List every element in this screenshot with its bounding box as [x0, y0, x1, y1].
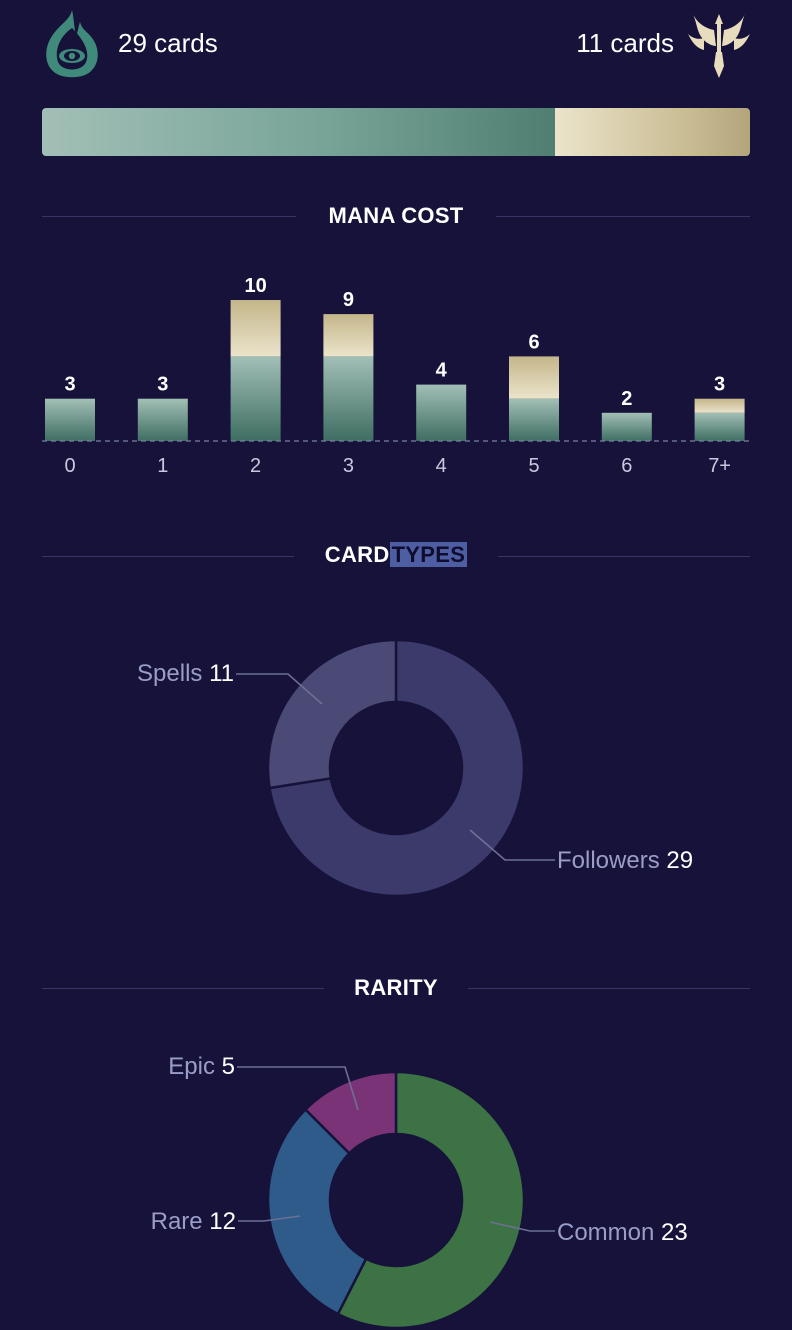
mana-cost-title: MANA COST	[328, 203, 464, 228]
mana-bar-followers	[230, 356, 281, 441]
card-types-slice-followers	[268, 638, 526, 898]
mana-cost-tick-label: 5	[528, 455, 539, 477]
card-types-title: CARDTYPES	[296, 542, 496, 568]
mana-cost-tick-label: 4	[436, 455, 447, 477]
left-region-share	[42, 108, 556, 156]
card-types-slice-spells	[266, 638, 398, 790]
mana-bar-followers	[416, 384, 467, 441]
card-types-title-word: CARD	[324, 542, 390, 567]
mana-bar-followers	[45, 398, 95, 441]
card-types-donut: Followers 29 Spells 11	[137, 638, 693, 898]
mana-bar-spells	[509, 356, 559, 399]
mana-bar-total-label: 10	[244, 275, 266, 297]
mana-cost-tick-label: 7+	[708, 455, 731, 477]
rarity-slice-common	[336, 1070, 526, 1330]
mana-bar-spells	[694, 398, 745, 413]
mana-cost-tick-label: 3	[343, 455, 354, 477]
section-divider	[42, 216, 296, 217]
left-card-count: 29 cards	[118, 28, 218, 58]
mana-bar-spells	[230, 300, 281, 357]
mana-cost-tick-label: 6	[621, 455, 632, 477]
mana-bar-followers	[601, 412, 652, 441]
right-region-share	[555, 108, 750, 156]
section-divider	[42, 988, 324, 989]
right-region-icon	[686, 8, 752, 80]
epic-leader-line	[237, 1066, 359, 1111]
region-split-bar	[42, 108, 750, 156]
right-card-count: 11 cards	[576, 28, 674, 58]
section-divider	[498, 556, 750, 557]
mana-bar-total-label: 4	[436, 360, 448, 382]
mana-cost-tick-label: 1	[157, 455, 168, 477]
mana-bar-total-label: 3	[64, 374, 75, 396]
rare-label: Rare 12	[151, 1208, 236, 1235]
mana-bar-followers	[137, 398, 188, 441]
spells-label: Spells 11	[137, 660, 234, 687]
rare-leader-line	[238, 1215, 301, 1222]
mana-bar-total-label: 2	[621, 388, 632, 410]
mana-cost-chart: 3 0 3 1 10 2 9 3 4 4 6 5 2 6 3 7+	[42, 275, 750, 477]
mana-bar-spells	[323, 314, 374, 357]
left-region-icon	[40, 6, 104, 82]
mana-bar-total-label: 6	[528, 331, 539, 353]
mana-bar-followers	[694, 412, 745, 441]
followers-label: Followers 29	[557, 847, 693, 874]
mana-cost-tick-label: 0	[64, 455, 75, 477]
card-types-title-selected: TYPES	[389, 542, 468, 567]
epic-label: Epic 5	[168, 1053, 235, 1080]
rarity-donut: Common 23 Rare 12 Epic 5	[151, 1053, 688, 1330]
common-label: Common 23	[557, 1219, 688, 1246]
section-divider	[468, 988, 750, 989]
followers-leader-line	[469, 829, 555, 861]
spells-leader-line	[236, 673, 323, 705]
section-divider	[42, 556, 294, 557]
rarity-slice-rare	[266, 1107, 368, 1316]
mana-bar-followers	[323, 356, 374, 441]
mana-cost-tick-label: 2	[250, 455, 261, 477]
common-leader-line	[489, 1221, 555, 1232]
mana-bar-total-label: 3	[714, 374, 725, 396]
mana-bar-followers	[509, 398, 559, 441]
rarity-title: RARITY	[354, 975, 438, 1000]
mana-bar-total-label: 3	[157, 374, 168, 396]
rarity-slice-epic	[303, 1070, 398, 1156]
section-divider	[496, 216, 750, 217]
mana-bar-total-label: 9	[343, 289, 354, 311]
